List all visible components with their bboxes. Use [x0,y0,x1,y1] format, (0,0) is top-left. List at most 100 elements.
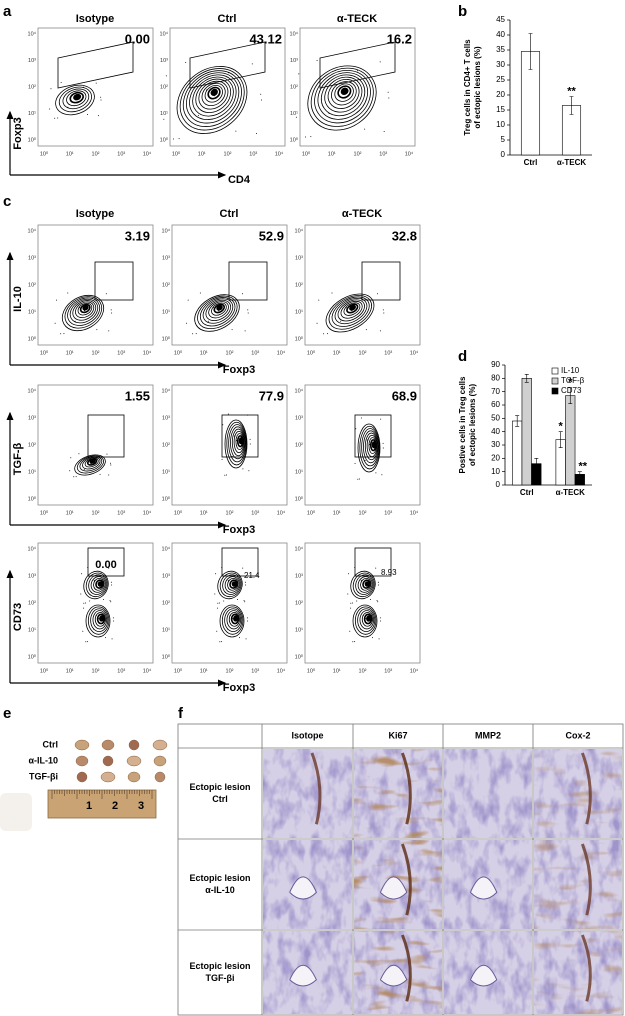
column-header: Ki67 [388,730,407,740]
y-tick-label: 45 [496,15,505,24]
significance: ** [579,461,588,473]
contour [366,615,372,622]
event-dot [99,473,101,475]
event-dot [382,447,384,449]
gland [580,843,592,916]
x-tick-label: 10³ [117,668,125,674]
x-tick-label: α-TECK [557,158,587,167]
lesion-sample [74,739,90,751]
event-dot [243,600,245,602]
event-dot [217,602,219,604]
y-tick-label: 10⁴ [28,387,37,394]
plot-frame [304,384,421,506]
event-dot [85,641,87,643]
contour [62,88,90,110]
event-dot [354,462,356,464]
x-tick-label: 10¹ [333,350,341,356]
event-dot [84,310,86,312]
event-dot [362,615,364,617]
event-dot [110,462,112,464]
contour [201,82,226,107]
plot-frame [304,542,421,664]
event-dot [87,461,89,463]
y-tick-label: 10⁴ [160,30,169,37]
contour [349,304,357,311]
x-tick-label: Ctrl [520,488,534,497]
contour [364,581,370,587]
event-dot [96,582,98,584]
y-tick-label: 10⁰ [290,136,299,143]
contour [208,301,229,319]
event-dot [232,618,234,620]
significance: * [568,377,573,389]
y-tick-label: 10⁰ [162,653,171,660]
y-tick-label: 0 [501,150,506,159]
plot-frame [171,384,288,506]
lesion-sample [75,755,89,767]
y-tick-label: 30 [491,440,500,449]
event-dot [111,312,113,314]
contour [64,296,103,329]
event-dot [246,617,248,619]
y-tick-label: 10¹ [295,469,303,475]
contour [211,302,227,316]
contour [340,87,349,95]
plot-frame [171,542,288,664]
y-tick-label: 10² [295,442,303,448]
column-title: Isotype [76,13,115,25]
row-label: Ctrl [212,794,228,804]
y-tick-label: 10⁴ [295,387,304,394]
y-tick-label: 10¹ [28,469,36,475]
x-tick-label: 10³ [384,668,392,674]
contour [360,578,372,591]
event-dot [96,456,98,458]
event-dot [242,567,244,569]
y-tick-label: 10² [28,600,36,606]
event-dot [91,591,93,593]
event-dot [213,307,215,309]
x-tick-label: 10⁰ [40,349,49,356]
event-dot [378,638,380,640]
event-dot [247,414,249,416]
contour [227,578,239,591]
y-tick-label: 10⁴ [162,227,171,234]
legend-swatch [551,367,559,375]
contour [92,610,108,630]
y-tick-label: 20 [491,453,500,462]
contour [222,574,241,595]
y-tick-label: 10³ [162,415,170,421]
y-tick-label: 20 [496,90,505,99]
event-dot [355,428,357,430]
contour [337,85,352,99]
event-dot [376,600,378,602]
contour [224,419,248,469]
y-tick-label: 10² [295,282,303,288]
x-tick-label: 10² [226,350,234,356]
event-dot [372,637,374,639]
event-dot [79,307,81,309]
event-dot [295,116,297,118]
x-tick-label: 10³ [117,510,125,516]
column-title: α-TECK [337,13,377,25]
y-tick-label: 10¹ [162,627,170,633]
event-dot [54,117,56,119]
y-axis-label: of ectopic lesions (%) [468,384,477,467]
x-tick-label: 10¹ [328,151,336,157]
gate-value: 0.00 [125,31,150,46]
contour [99,615,105,622]
event-dot [350,602,352,604]
x-axis-label: Foxp3 [223,524,255,536]
plot-frame [169,27,286,147]
contour [231,581,237,587]
contour [204,84,223,103]
contour [79,303,91,314]
event-dot [221,641,223,643]
contour [84,457,99,468]
event-dot [360,417,362,419]
y-tick-label: 10² [162,600,170,606]
event-dot [49,108,51,110]
event-dot [260,99,262,101]
panel-label: b [458,3,467,20]
event-dot [103,599,105,601]
